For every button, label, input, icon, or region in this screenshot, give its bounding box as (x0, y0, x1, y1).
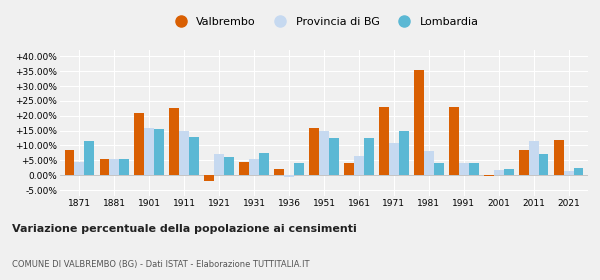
Bar (310, 128, 319, 175)
Bar (344, 163, 354, 175)
Bar (284, 175, 294, 177)
Bar (84, 141, 94, 175)
Bar (424, 151, 434, 175)
Bar (414, 70, 424, 175)
Bar (519, 150, 529, 175)
Text: Variazione percentuale della popolazione ai censimenti: Variazione percentuale della popolazione… (12, 224, 357, 234)
Bar (329, 138, 338, 175)
Bar (144, 128, 154, 175)
Bar (379, 107, 389, 175)
Bar (574, 168, 583, 175)
Bar (434, 163, 443, 175)
Bar (294, 163, 304, 175)
Bar (504, 169, 514, 175)
Legend: Valbrembo, Provincia di BG, Lombardia: Valbrembo, Provincia di BG, Lombardia (165, 12, 483, 31)
Bar (65, 150, 74, 175)
Bar (459, 163, 469, 175)
Bar (224, 157, 234, 175)
Bar (449, 107, 459, 175)
Bar (564, 171, 574, 175)
Bar (179, 131, 189, 175)
Text: COMUNE DI VALBREMBO (BG) - Dati ISTAT - Elaborazione TUTTITALIA.IT: COMUNE DI VALBREMBO (BG) - Dati ISTAT - … (12, 260, 310, 269)
Bar (469, 163, 479, 175)
Bar (319, 131, 329, 175)
Bar (134, 113, 144, 175)
Bar (529, 141, 539, 175)
Bar (554, 139, 564, 175)
Bar (494, 170, 504, 175)
Bar (354, 156, 364, 175)
Bar (214, 154, 224, 175)
Bar (109, 159, 119, 175)
Bar (100, 159, 109, 175)
Bar (274, 169, 284, 175)
Bar (484, 175, 494, 176)
Bar (169, 108, 179, 175)
Bar (119, 159, 129, 175)
Bar (249, 159, 259, 175)
Bar (154, 129, 164, 175)
Bar (239, 162, 249, 175)
Bar (205, 175, 214, 181)
Bar (189, 137, 199, 175)
Bar (539, 154, 548, 175)
Bar (259, 153, 269, 175)
Bar (399, 131, 409, 175)
Bar (74, 162, 84, 175)
Bar (389, 143, 399, 175)
Bar (364, 138, 374, 175)
